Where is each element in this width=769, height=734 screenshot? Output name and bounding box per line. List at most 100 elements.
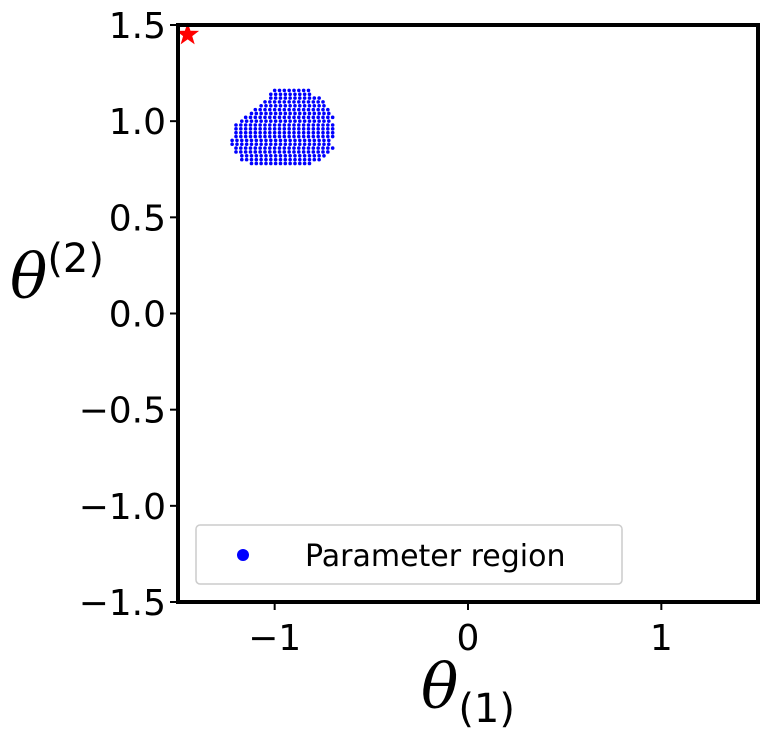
parameter-region-point — [317, 119, 321, 123]
parameter-region-point — [278, 138, 283, 143]
parameter-region-point — [230, 142, 234, 147]
plot-frame — [176, 23, 760, 604]
parameter-region-point — [234, 150, 238, 154]
parameter-region-point — [277, 146, 282, 150]
parameter-region-point — [282, 123, 287, 127]
parameter-region-point — [292, 146, 296, 150]
parameter-region-point — [321, 130, 325, 135]
parameter-region-point — [302, 153, 307, 158]
parameter-region-point — [322, 119, 326, 123]
parameter-region-point — [282, 127, 287, 131]
parameter-region-point — [321, 127, 325, 131]
parameter-region-point — [263, 130, 267, 135]
parameter-region-point — [326, 134, 330, 139]
parameter-region-point — [293, 96, 297, 100]
x-tick-label: 1 — [650, 618, 673, 659]
parameter-region-point — [293, 161, 297, 166]
parameter-region-point — [258, 130, 262, 135]
parameter-region-point — [269, 92, 273, 97]
parameter-region-point — [302, 92, 307, 97]
parameter-region-point — [259, 153, 263, 158]
parameter-region-point — [298, 119, 302, 123]
parameter-region-point — [298, 142, 302, 147]
parameter-region-point — [297, 127, 301, 131]
parameter-region-point — [292, 100, 296, 104]
parameter-region-point — [268, 115, 272, 120]
parameter-region-point — [234, 146, 238, 150]
parameter-region-point — [316, 130, 320, 135]
parameter-region-point — [263, 107, 267, 112]
parameter-region-point — [268, 100, 272, 104]
parameter-region-point — [278, 96, 283, 100]
parameter-region-point — [263, 115, 267, 120]
parameter-region-point — [263, 127, 267, 131]
parameter-region-point — [287, 115, 291, 120]
parameter-region-point — [240, 142, 244, 147]
parameter-region-point — [287, 146, 291, 150]
data-points — [176, 22, 335, 166]
parameter-region-point — [302, 103, 307, 108]
parameter-region-point — [288, 157, 292, 162]
parameter-region-point — [273, 96, 278, 100]
parameter-region-point — [282, 150, 287, 154]
parameter-region-point — [272, 134, 277, 139]
parameter-region-point — [293, 138, 297, 143]
parameter-region-point — [278, 157, 283, 162]
parameter-region-point — [288, 92, 292, 97]
parameter-region-point — [273, 157, 278, 162]
parameter-region-point — [263, 134, 267, 139]
parameter-region-point — [287, 100, 291, 104]
parameter-region-point — [293, 142, 297, 147]
parameter-region-point — [312, 111, 317, 116]
parameter-region-point — [258, 134, 262, 139]
parameter-region-point — [254, 138, 259, 143]
parameter-region-point — [253, 123, 258, 127]
parameter-region-point — [253, 150, 258, 154]
parameter-region-point — [311, 127, 316, 131]
parameter-region-point — [230, 138, 234, 143]
parameter-region-point — [307, 138, 312, 143]
parameter-region-point — [268, 127, 272, 131]
parameter-region-point — [277, 150, 282, 154]
parameter-region-point — [268, 123, 272, 127]
parameter-region-point — [287, 127, 291, 131]
parameter-region-point — [298, 111, 302, 116]
parameter-region-point — [302, 161, 307, 166]
parameter-region-point — [322, 111, 326, 116]
parameter-region-point — [316, 150, 320, 154]
parameter-region-point — [298, 153, 302, 158]
parameter-region-point — [249, 111, 254, 116]
parameter-region-point — [278, 161, 283, 166]
parameter-region-point — [269, 153, 273, 158]
parameter-region-point — [277, 134, 282, 139]
parameter-region-point — [307, 92, 312, 97]
parameter-region-point — [288, 96, 292, 100]
parameter-region-point — [292, 150, 296, 154]
parameter-region-point — [312, 96, 317, 100]
parameter-region-point — [244, 138, 249, 143]
parameter-region-point — [254, 111, 259, 116]
parameter-region-point — [254, 119, 259, 123]
parameter-region-point — [239, 134, 243, 139]
parameter-region-point — [287, 150, 291, 154]
parameter-region-point — [317, 96, 321, 100]
parameter-region-point — [307, 153, 312, 158]
parameter-region-point — [277, 88, 282, 93]
parameter-region-point — [316, 127, 320, 131]
parameter-region-point — [297, 88, 301, 93]
parameter-region-point — [322, 153, 326, 158]
parameter-region-point — [312, 138, 317, 143]
parameter-region-point — [321, 134, 325, 139]
parameter-region-point — [273, 92, 278, 97]
x-tick-label: −1 — [248, 618, 301, 659]
parameter-region-point — [293, 119, 297, 123]
parameter-region-point — [301, 88, 306, 93]
parameter-region-point — [317, 103, 321, 108]
parameter-region-point — [321, 100, 325, 104]
parameter-region-point — [327, 111, 331, 116]
parameter-region-point — [292, 130, 296, 135]
parameter-region-point — [302, 119, 307, 123]
parameter-region-point — [234, 127, 238, 131]
parameter-region-point — [282, 88, 287, 93]
parameter-region-point — [292, 107, 296, 112]
